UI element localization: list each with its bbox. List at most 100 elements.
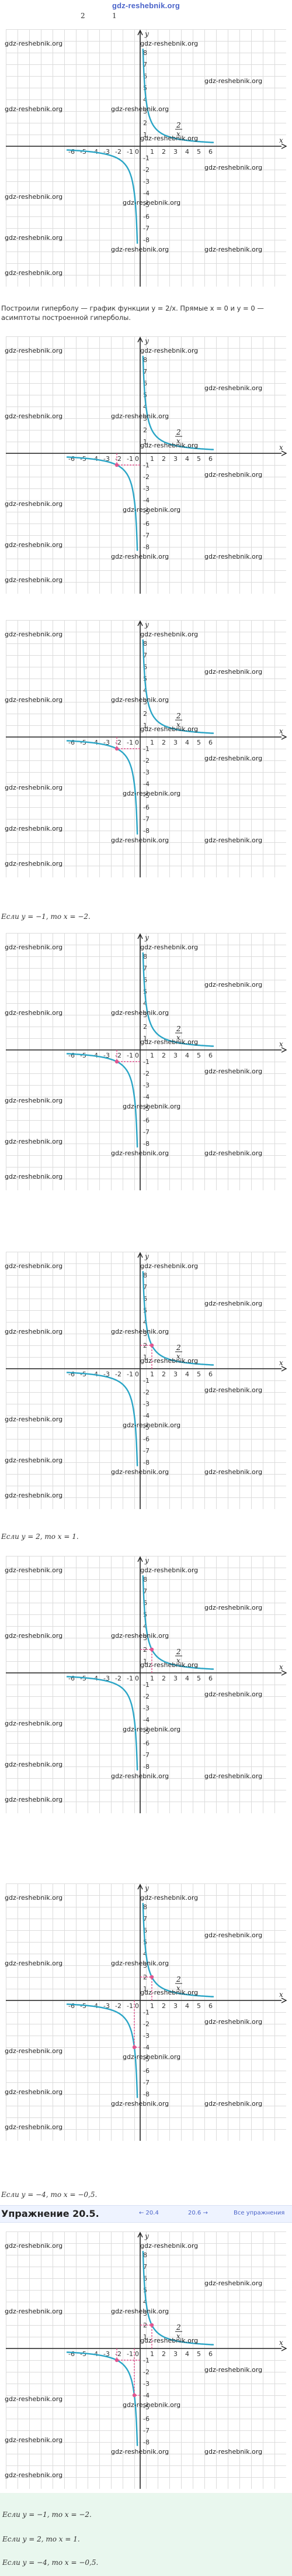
x-tick-label: 4 xyxy=(185,2002,189,2010)
x-tick-label: -3 xyxy=(103,1675,110,1682)
y-axis-label: y xyxy=(144,1252,149,1261)
x-tick-label: 3 xyxy=(173,739,178,746)
y-tick-label: -2 xyxy=(143,2020,150,2028)
x-tick-label: 6 xyxy=(208,455,213,463)
x-tick-label: -5 xyxy=(80,1675,86,1682)
x-tick-label: -1 xyxy=(127,2002,133,2010)
x-tick-label: -5 xyxy=(80,455,86,463)
x-tick-label: 3 xyxy=(173,1675,178,1682)
exercise-bar: Упражнение 20.5. ← 20.4 20.6 → Все упраж… xyxy=(0,2205,292,2223)
x-tick-label: -3 xyxy=(103,2002,110,2010)
y-tick-label: 3 xyxy=(143,698,147,706)
y-tick-label: 2 xyxy=(143,1974,147,1981)
x-tick-label: -6 xyxy=(68,1675,75,1682)
watermark-text: gdz-reshebnik.org xyxy=(111,412,169,420)
watermark-text: gdz-reshebnik.org xyxy=(5,2088,63,2096)
watermark-text: gdz-reshebnik.org xyxy=(111,2308,169,2315)
x-tick-label: 4 xyxy=(185,1675,189,1682)
watermark-text: gdz-reshebnik.org xyxy=(5,2308,63,2315)
x-tick-label: 5 xyxy=(197,2350,201,2358)
x-tick-label: 3 xyxy=(173,1052,178,1059)
watermark-text: gdz-reshebnik.org xyxy=(5,1138,63,1145)
y-axis-label: y xyxy=(144,621,149,629)
x-tick-label: 6 xyxy=(208,148,213,156)
y-tick-label: 6 xyxy=(143,380,147,387)
x-tick-label: -6 xyxy=(68,2002,75,2010)
all-exercises-link[interactable]: Все упражнения xyxy=(234,2210,285,2216)
next-exercise-link[interactable]: 20.6 → xyxy=(188,2210,208,2216)
watermark-text: gdz-reshebnik.org xyxy=(5,412,63,420)
watermark-text: gdz-reshebnik.org xyxy=(5,1761,63,1768)
x-axis-arrow xyxy=(281,1998,287,2003)
y-tick-label: -3 xyxy=(143,1400,150,1408)
x-tick-label: 0 xyxy=(135,2350,139,2358)
hyperbola-branch-positive xyxy=(142,1575,214,1670)
x-tick-label: -1 xyxy=(127,739,133,746)
y-tick-label: -8 xyxy=(143,1459,150,1466)
x-tick-label: 6 xyxy=(208,1370,213,1378)
x-tick-label: -1 xyxy=(127,455,133,463)
y-tick-label: -6 xyxy=(143,520,150,528)
y-tick-label: -1 xyxy=(143,1377,150,1385)
graph-section: -6 -5 -4 -3 -2 -1 0 1 2 3 4 5 6 8 7 6 5 4 3 2 1 -1 -2 -3 -4 -5 -6-… xyxy=(0,23,292,292)
y-tick-label: 8 xyxy=(143,1576,147,1583)
site-title[interactable]: gdz-reshebnik.org xyxy=(112,1,180,10)
y-tick-label: -8 xyxy=(143,2439,150,2446)
y-tick-label: 4 xyxy=(143,403,147,411)
x-tick-label: 4 xyxy=(185,455,189,463)
curve-label-numerator: 2 xyxy=(176,2323,181,2332)
exercise-title: Упражнение 20.5. xyxy=(1,2208,99,2219)
watermark-text: gdz-reshebnik.org xyxy=(5,1097,63,1104)
watermark-text: gdz-reshebnik.org xyxy=(5,2395,63,2403)
x-tick-label: 0 xyxy=(135,1370,139,1378)
x-tick-label: -6 xyxy=(68,1052,75,1059)
y-tick-label: -4 xyxy=(143,497,150,504)
watermark-text: gdz-reshebnik.org xyxy=(5,1959,63,1967)
y-tick-label: -5 xyxy=(143,792,150,800)
watermark-text: gdz-reshebnik.org xyxy=(204,1690,263,1698)
y-tick-label: -3 xyxy=(143,769,150,776)
watermark-text: gdz-reshebnik.org xyxy=(111,696,169,704)
graph-grid xyxy=(6,1252,286,1509)
watermark-text: gdz-reshebnik.org xyxy=(123,1421,181,1429)
watermark-text: gdz-reshebnik.org xyxy=(5,1416,63,1423)
y-tick-label: -3 xyxy=(143,1704,150,1712)
graph-section: -6 -5 -4 -3 -2 -1 0 1 2 3 4 5 6 8 7 6 5 4 3 2 1 -1 -2 -3 -4 -5 -6-… xyxy=(0,1550,292,1819)
y-tick-label: -4 xyxy=(143,2044,150,2051)
y-tick-label: 7 xyxy=(143,61,147,68)
watermark-text: gdz-reshebnik.org xyxy=(123,1726,181,1733)
x-tick-label: 3 xyxy=(173,1370,178,1378)
y-tick-label: -8 xyxy=(143,827,150,835)
y-axis-label: y xyxy=(144,1884,149,1892)
y-tick-label: 2 xyxy=(143,1342,147,1349)
y-tick-label: -5 xyxy=(143,2403,150,2411)
y-tick-label: -7 xyxy=(143,1751,150,1759)
x-tick-label: 0 xyxy=(135,455,139,463)
x-tick-label: -2 xyxy=(115,1675,121,1682)
graph-section: -6 -5 -4 -3 -2 -1 0 1 2 3 4 5 6 8 7 6 5 4 3 2 1 -1 -2 -3 -4 -5 -6-… xyxy=(0,330,292,600)
x-tick-label: -2 xyxy=(115,1052,121,1059)
x-tick-label: -2 xyxy=(115,2350,121,2358)
y-tick-label: 2 xyxy=(143,119,147,127)
watermark-text: gdz-reshebnik.org xyxy=(5,193,63,201)
x-tick-label: -2 xyxy=(115,2002,121,2010)
x-tick-label: 4 xyxy=(185,148,189,156)
x-tick-label: 2 xyxy=(162,1675,166,1682)
watermark-text: gdz-reshebnik.org xyxy=(5,576,63,584)
x-tick-label: 0 xyxy=(135,2002,139,2010)
watermark-text: gdz-reshebnik.org xyxy=(123,2401,181,2409)
prev-exercise-link[interactable]: ← 20.4 xyxy=(139,2210,159,2216)
watermark-text: gdz-reshebnik.org xyxy=(5,1262,63,1270)
x-axis-label: x xyxy=(279,1359,283,1367)
x-tick-label: -6 xyxy=(68,1370,75,1378)
x-axis-label: x xyxy=(279,1040,283,1048)
y-tick-label: 2 xyxy=(143,710,147,718)
y-tick-label: 1 xyxy=(143,1985,147,1993)
x-tick-label: 3 xyxy=(173,455,178,463)
summary-line-c: Если y = −4, то x = −0,5. xyxy=(2,2558,99,2567)
x-tick-label: 1 xyxy=(150,1052,154,1059)
hyperbola-branch-positive xyxy=(142,639,214,734)
case-b-text: Если y = 2, то x = 1. xyxy=(1,1532,79,1541)
watermark-text: gdz-reshebnik.org xyxy=(204,1468,263,1476)
page-header: gdz-reshebnik.org 2 1 xyxy=(0,0,292,23)
